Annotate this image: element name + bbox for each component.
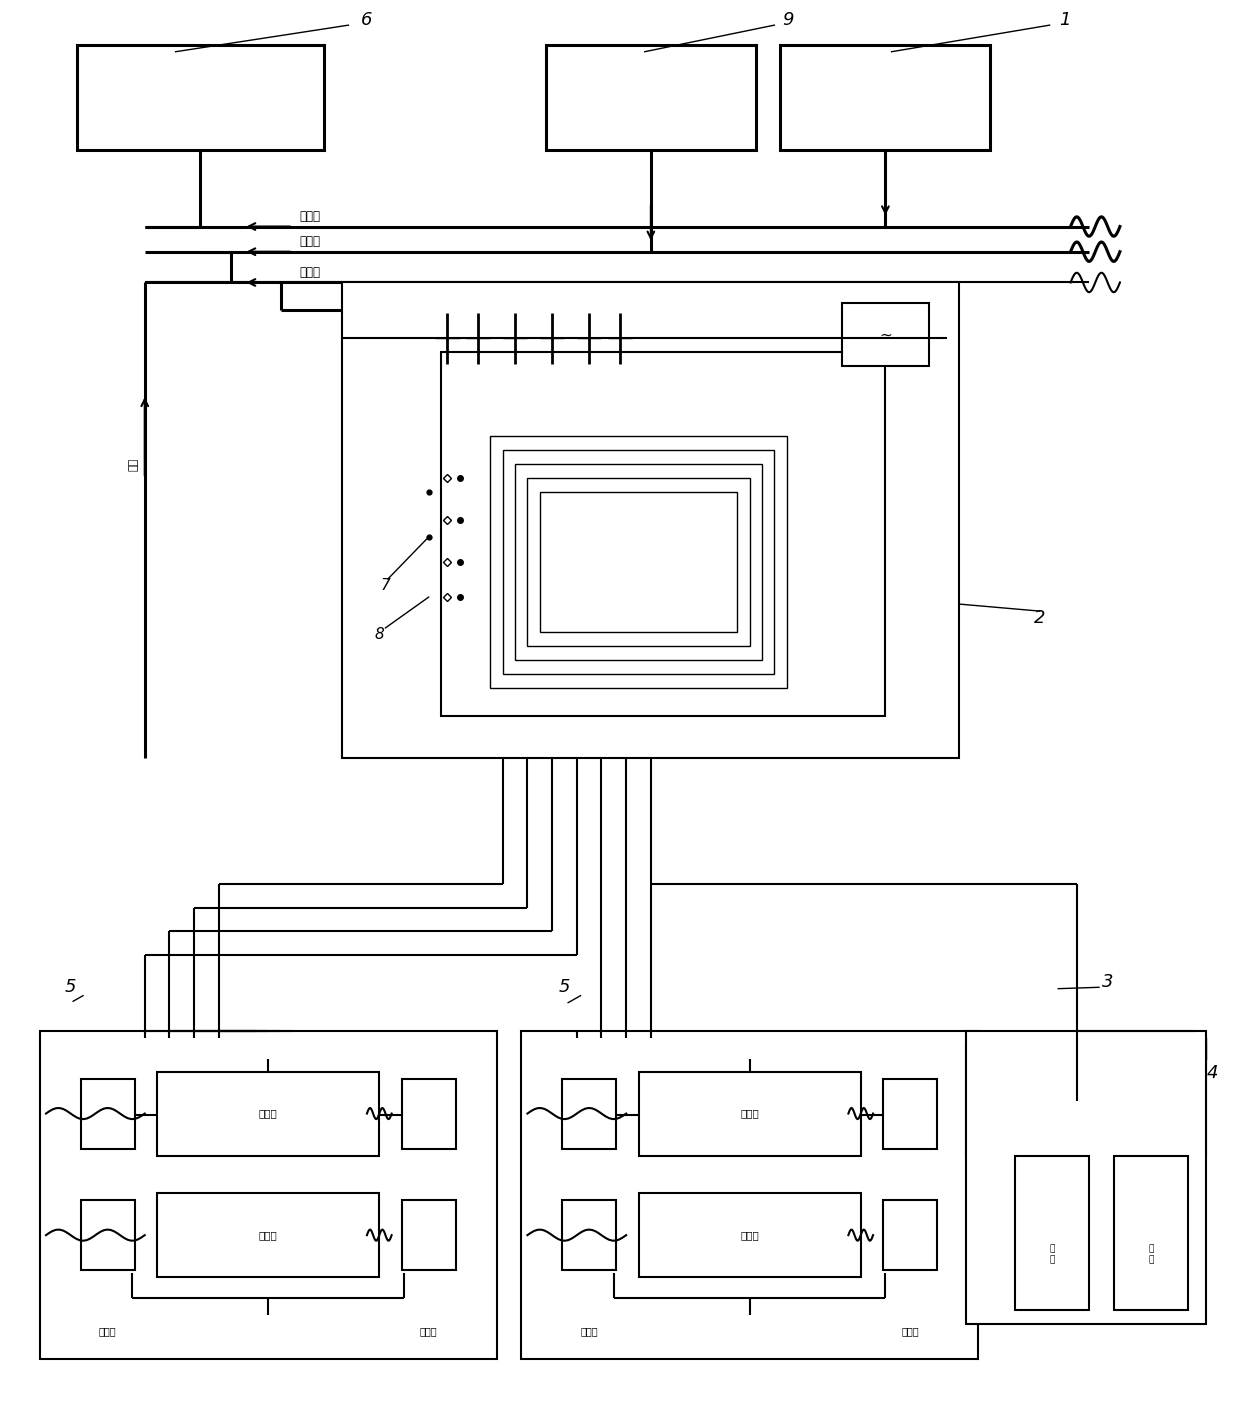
Bar xyxy=(1114,1157,1188,1310)
Text: 7: 7 xyxy=(381,578,391,594)
Text: ~: ~ xyxy=(879,327,892,343)
Bar xyxy=(1016,1157,1089,1310)
Bar xyxy=(441,352,885,716)
Bar xyxy=(40,1031,496,1359)
Bar xyxy=(402,1200,456,1271)
Bar xyxy=(883,1078,937,1148)
Text: 操作侧: 操作侧 xyxy=(420,1327,438,1337)
Text: 传动侧: 传动侧 xyxy=(580,1327,598,1337)
Text: 立
辊: 立 辊 xyxy=(1148,1245,1153,1264)
Bar xyxy=(639,1193,861,1278)
Text: 4: 4 xyxy=(1207,1064,1218,1081)
Bar xyxy=(780,45,991,150)
Bar xyxy=(562,1200,616,1271)
Bar xyxy=(342,282,960,758)
Text: 6: 6 xyxy=(361,11,373,28)
Bar xyxy=(157,1193,379,1278)
Text: 工作辊: 工作辊 xyxy=(259,1109,278,1119)
Bar xyxy=(521,1031,978,1359)
Bar xyxy=(966,1045,1207,1157)
Text: 2: 2 xyxy=(1034,609,1045,628)
Text: 润滑管: 润滑管 xyxy=(299,211,320,223)
Bar xyxy=(502,451,774,674)
Bar xyxy=(81,1200,135,1271)
Text: 5: 5 xyxy=(559,979,570,997)
Text: 压缩气: 压缩气 xyxy=(299,267,320,279)
Bar xyxy=(1049,1066,1104,1143)
Text: 供油管: 供油管 xyxy=(299,236,320,249)
Bar xyxy=(515,465,761,660)
Bar xyxy=(157,1071,379,1155)
Text: 立
辊: 立 辊 xyxy=(1049,1245,1055,1264)
Bar xyxy=(539,493,738,632)
Text: 工作辊: 工作辊 xyxy=(740,1230,759,1240)
Text: 回油: 回油 xyxy=(129,458,139,470)
Text: 3: 3 xyxy=(1102,973,1114,991)
Bar xyxy=(81,1078,135,1148)
Bar xyxy=(562,1078,616,1148)
Text: 1: 1 xyxy=(1059,11,1070,28)
Bar xyxy=(970,1066,1024,1143)
Bar xyxy=(1130,1066,1184,1143)
Bar xyxy=(842,303,929,366)
Text: 传动侧: 传动侧 xyxy=(99,1327,117,1337)
Bar xyxy=(966,1031,1207,1324)
Bar xyxy=(490,437,786,688)
Bar xyxy=(639,1071,861,1155)
Text: 5: 5 xyxy=(64,979,77,997)
Text: 8: 8 xyxy=(374,628,384,643)
Bar xyxy=(402,1078,456,1148)
Text: 9: 9 xyxy=(782,11,794,28)
Text: 工作辊: 工作辊 xyxy=(259,1230,278,1240)
Text: 操作侧: 操作侧 xyxy=(901,1327,919,1337)
Bar xyxy=(546,45,756,150)
Bar xyxy=(77,45,324,150)
Bar xyxy=(883,1200,937,1271)
Text: 工作辊: 工作辊 xyxy=(740,1109,759,1119)
Bar xyxy=(527,479,750,646)
